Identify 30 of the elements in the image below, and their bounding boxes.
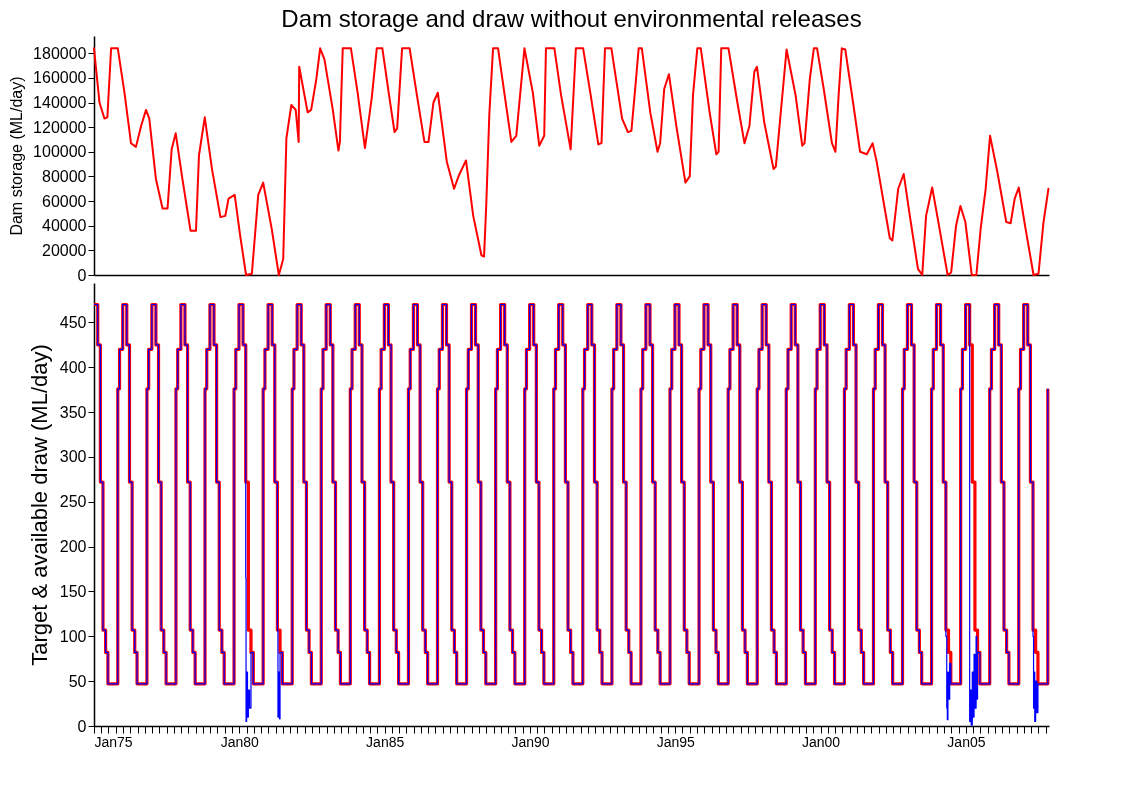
y-tick-label: 300: [59, 448, 87, 466]
y-tick-label: 150: [59, 582, 87, 600]
x-tick-label: Jan05: [947, 733, 986, 750]
chart-title: Dam storage and draw without environmental releases: [281, 5, 862, 32]
y-tick-label: 450: [59, 313, 87, 331]
x-tick-label: Jan95: [656, 733, 696, 750]
y-tick-label: 400: [59, 358, 87, 376]
y-axis-title: Target & available draw (ML/day): [26, 344, 52, 666]
y-tick-label: 60000: [42, 192, 87, 210]
y-axis-title: Dam storage (ML/day): [8, 76, 26, 236]
y-tick-label: 20000: [42, 241, 87, 259]
y-tick-label: 80000: [42, 167, 87, 185]
x-tick-label: Jan80: [220, 733, 260, 750]
x-tick-label: Jan00: [801, 733, 841, 750]
y-tick-label: 0: [77, 717, 87, 735]
x-tick-label: Jan75: [94, 733, 133, 750]
y-tick-label: 160000: [33, 69, 87, 87]
y-tick-label: 0: [77, 266, 87, 284]
y-tick-label: 350: [59, 403, 87, 421]
y-tick-label: 50: [68, 672, 87, 690]
y-tick-label: 250: [59, 493, 87, 511]
y-tick-label: 120000: [33, 118, 87, 136]
y-tick-label: 180000: [33, 44, 87, 62]
y-tick-label: 140000: [33, 94, 87, 112]
y-tick-label: 200: [59, 538, 87, 556]
y-tick-label: 100000: [33, 143, 87, 161]
x-tick-label: Jan90: [511, 733, 550, 750]
y-tick-label: 100: [59, 627, 87, 645]
y-tick-label: 40000: [42, 217, 87, 235]
x-tick-label: Jan85: [366, 733, 405, 750]
